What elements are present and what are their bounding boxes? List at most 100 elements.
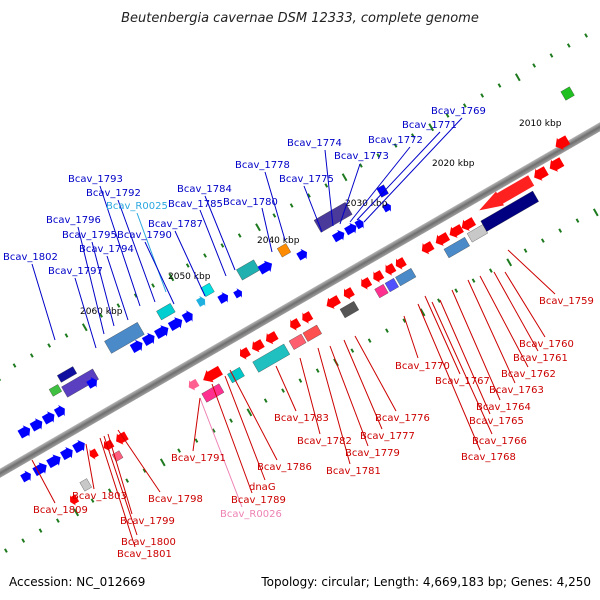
leader-line [354, 335, 397, 412]
gene-block [288, 333, 307, 350]
tick-mark [151, 283, 155, 288]
gene-label[interactable]: Bcav_1790 [117, 230, 172, 241]
gene-label[interactable]: Bcav_1772 [368, 135, 423, 146]
gene-label[interactable]: Bcav_1794 [79, 244, 134, 255]
gene-block [384, 278, 399, 293]
gene-label[interactable]: Bcav_1761 [513, 353, 568, 364]
gene-label[interactable]: Bcav_1782 [297, 436, 352, 447]
tick-mark [168, 273, 175, 282]
gene-label[interactable]: Bcav_1801 [117, 549, 172, 560]
gene-label[interactable]: Bcav_1784 [177, 184, 232, 195]
gene-arrow-forward [217, 292, 229, 304]
gene-block [57, 366, 78, 383]
gene-label[interactable]: Bcav_1764 [476, 402, 531, 413]
gene-label[interactable]: Bcav_1771 [402, 120, 457, 131]
leader-line [324, 149, 334, 227]
gene-arrow-forward [129, 339, 143, 353]
gene-label[interactable]: Bcav_1799 [120, 516, 175, 527]
gene-label[interactable]: Bcav_1760 [519, 339, 574, 350]
gene-label[interactable]: Bcav_1778 [235, 160, 290, 171]
gene-arrow-reverse [343, 287, 355, 300]
gene-label[interactable]: Bcav_1775 [279, 174, 334, 185]
tick-mark [4, 548, 8, 553]
gene-label[interactable]: Bcav_1766 [472, 436, 527, 447]
gene-label[interactable]: Bcav_1767 [435, 376, 490, 387]
gene-label[interactable]: Bcav_1769 [431, 106, 486, 117]
leader-line [144, 241, 175, 305]
leader-line [317, 347, 351, 465]
leader-line [174, 230, 206, 297]
gene-arrow-forward [382, 202, 391, 213]
gene-arrow-forward [196, 295, 206, 307]
gene-arrow-forward [86, 377, 97, 389]
tick-mark [12, 363, 17, 368]
tick-mark [229, 418, 233, 423]
gene-block [200, 282, 215, 297]
tick-mark [532, 63, 536, 68]
gene-label[interactable]: Bcav_1770 [395, 361, 450, 372]
kbp-label: 2040 kbp [257, 236, 300, 246]
leader-line [74, 277, 97, 349]
tick-mark [220, 243, 225, 248]
gene-label[interactable]: Bcav_1786 [257, 462, 312, 473]
tick-mark [64, 333, 69, 338]
gene-block [227, 367, 245, 384]
tick-mark [307, 193, 311, 198]
leader-line [299, 357, 321, 435]
gene-label[interactable]: Bcav_1792 [86, 188, 141, 199]
gene-label[interactable]: Bcav_1765 [469, 416, 524, 427]
gene-label[interactable]: Bcav_1776 [375, 413, 430, 424]
tick-mark [38, 528, 43, 533]
gene-label[interactable]: Bcav_1797 [48, 266, 103, 277]
gene-label[interactable]: Bcav_1777 [360, 431, 415, 442]
gene-label[interactable]: Bcav_1780 [223, 197, 278, 208]
gene-label[interactable]: Bcav_1789 [231, 495, 286, 506]
tick-mark [194, 438, 199, 443]
gene-arrow-reverse [395, 257, 407, 270]
gene-label[interactable]: dnaG [249, 482, 276, 493]
gene-label[interactable]: Bcav_1773 [334, 151, 389, 162]
gene-label[interactable]: Bcav_1803 [72, 491, 127, 502]
tick-mark [575, 218, 580, 223]
gene-arrow-reverse [385, 263, 397, 276]
gene-arrow-forward [53, 405, 65, 418]
tick-mark [514, 73, 521, 82]
accession-text: Accession: NC_012669 [9, 575, 145, 589]
gene-label[interactable]: Bcav_R0025 [106, 201, 168, 212]
tick-mark [73, 508, 80, 517]
gene-label[interactable]: Bcav_1796 [46, 215, 101, 226]
gene-arrow-forward [257, 260, 273, 275]
gene-label[interactable]: Bcav_1779 [345, 448, 400, 459]
tick-mark [298, 378, 303, 383]
gene-arrow-reverse [203, 365, 223, 383]
tick-mark [558, 228, 563, 233]
gene-block [252, 343, 291, 373]
gene-label[interactable]: Bcav_1783 [274, 413, 329, 424]
gene-label[interactable]: Bcav_1762 [501, 369, 556, 380]
tick-mark [81, 323, 88, 332]
gene-label[interactable]: Bcav_1759 [539, 296, 594, 307]
gene-label[interactable]: Bcav_1791 [171, 453, 226, 464]
gene-arrow-forward [331, 230, 345, 243]
gene-label[interactable]: Bcav_1798 [148, 494, 203, 505]
gene-label[interactable]: Bcav_1809 [33, 505, 88, 516]
leader-line [329, 345, 369, 447]
leader-line [403, 315, 419, 359]
lower-gene-labels: Bcav_1759 Bcav_1760 Bcav_1761 Bcav_1762 … [33, 296, 594, 560]
kbp-label: 2050 kbp [168, 272, 211, 282]
gene-label[interactable]: Bcav_R0026 [220, 509, 282, 520]
leader-line [264, 171, 286, 241]
tick-mark [566, 43, 571, 48]
gene-label[interactable]: Bcav_1785 [168, 199, 223, 210]
gene-label[interactable]: Bcav_1800 [121, 537, 176, 548]
gene-label[interactable]: Bcav_1802 [3, 252, 58, 263]
gene-label[interactable]: Bcav_1793 [68, 174, 123, 185]
gene-label[interactable]: Bcav_1763 [489, 385, 544, 396]
gene-label[interactable]: Bcav_1795 [62, 230, 117, 241]
gene-label[interactable]: Bcav_1781 [326, 466, 381, 477]
gene-label[interactable]: Bcav_1768 [461, 452, 516, 463]
leader-line [229, 369, 278, 461]
gene-label[interactable]: Bcav_1787 [148, 219, 203, 230]
leader-lines [31, 117, 556, 548]
gene-label[interactable]: Bcav_1774 [287, 138, 342, 149]
